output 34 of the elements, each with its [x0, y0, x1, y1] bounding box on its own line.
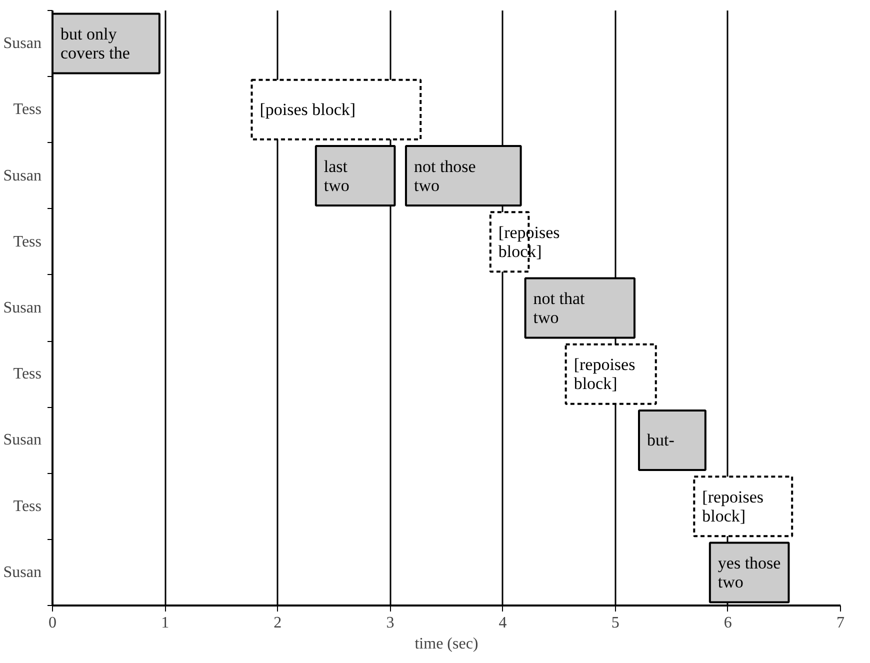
- x-tick-label: 2: [274, 614, 282, 632]
- x-axis-title: time (sec): [414, 636, 478, 652]
- x-tick-label: 5: [611, 614, 620, 632]
- x-tick-label: 0: [48, 614, 56, 632]
- y-tick-label: Susan: [3, 35, 42, 52]
- bar: [524, 277, 636, 339]
- data-label: [repoises block]: [702, 487, 764, 526]
- data-label: [repoises block]: [498, 222, 560, 261]
- data-label: but-: [646, 430, 675, 450]
- y-tick-label: Tess: [13, 101, 42, 118]
- data-label: last two: [324, 156, 350, 195]
- bar: [564, 343, 657, 405]
- y-tick-label: Tess: [13, 366, 42, 383]
- x-tick-label: 7: [836, 614, 844, 632]
- y-tick-label: Susan: [3, 432, 42, 449]
- bar: [250, 78, 422, 140]
- bar: [638, 409, 706, 471]
- y-tick-label: Susan: [3, 167, 42, 184]
- x-tick-label: 4: [498, 614, 507, 632]
- bar: [314, 145, 396, 207]
- data-label: yes those two: [718, 553, 781, 592]
- bar: [404, 145, 522, 207]
- y-tick-label: Tess: [13, 233, 42, 250]
- data-label: not that two: [533, 289, 586, 327]
- data-label: [repoises block]: [574, 355, 636, 394]
- y-tick-label: Tess: [13, 498, 42, 515]
- data-label: but only covers the: [60, 24, 130, 63]
- x-tick-label: 6: [724, 614, 732, 632]
- y-tick-label: Susan: [3, 564, 42, 581]
- x-tick-label: 3: [386, 614, 394, 632]
- x-tick-label: 1: [161, 614, 170, 632]
- y-tick-label: Susan: [3, 300, 42, 316]
- data-label: [poises block]: [260, 100, 356, 120]
- data-label: not those two: [414, 156, 476, 195]
